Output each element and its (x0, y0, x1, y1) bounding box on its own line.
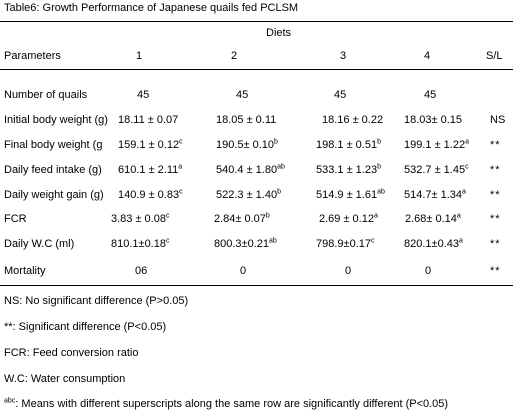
row-parameter: Final body weight (g (4, 139, 103, 151)
diet-2-value: 522.3 ± 1.40b (216, 188, 281, 201)
diet-1-value: 06 (135, 265, 148, 277)
header-diet-1: 1 (136, 50, 143, 62)
footnote-wc: W.C: Water consumption (4, 373, 126, 385)
header-parameters: Parameters (4, 50, 61, 62)
significance-level: ** (490, 265, 501, 277)
diet-3-value: 18.16 ± 0.22 (322, 114, 384, 126)
diet-4-value: 514.7± 1.34a (404, 188, 466, 201)
header-diet-4: 4 (424, 50, 431, 62)
diet-2-value: 2.84± 0.07b (214, 212, 270, 225)
diet-4-value: 18.03± 0.15 (404, 114, 463, 126)
header-diet-2: 2 (231, 50, 238, 62)
significance-level: ** (490, 238, 501, 250)
diet-1-value: 3.83 ± 0.08c (111, 212, 170, 225)
row-parameter: Daily W.C (ml) (4, 238, 75, 250)
row-parameter: Number of quails (4, 89, 88, 101)
diets-group-header: Diets (266, 27, 292, 39)
significance-level: ** (490, 189, 501, 201)
diet-2-value: 18.05 ± 0.11 (216, 114, 277, 126)
diet-4-value: 820.1±0.43a (404, 237, 463, 250)
row-parameter: Daily feed intake (g) (4, 164, 102, 176)
row-parameter: Initial body weight (g) (4, 114, 108, 126)
diet-4-value: 2.68± 0.14a (405, 212, 461, 225)
diet-3-value: 798.9±0.17c (316, 237, 375, 250)
diet-1-value: 610.1 ± 2.11a (118, 163, 183, 176)
significance-level: NS (490, 114, 506, 126)
footnote-fcr: FCR: Feed conversion ratio (4, 347, 139, 359)
header-sl: S/L (486, 50, 503, 62)
footnote-ns: NS: No significant difference (P>0.05) (4, 295, 189, 307)
diet-2-value: 0 (240, 265, 247, 277)
diet-4-value: 199.1 ± 1.22a (404, 138, 469, 151)
diet-3-value: 2.69 ± 0.12a (319, 212, 378, 225)
diet-2-value: 540.4 ± 1.80ab (216, 163, 285, 176)
diet-1-value: 159.1 ± 0.12c (118, 138, 183, 151)
diet-2-value: 45 (236, 89, 249, 101)
header-diet-3: 3 (340, 50, 347, 62)
diet-1-value: 140.9 ± 0.83c (118, 188, 183, 201)
diet-1-value: 810.1±0.18c (111, 237, 170, 250)
diet-2-value: 190.5± 0.10b (216, 138, 278, 151)
diet-1-value: 18.11 ± 0.07 (118, 114, 179, 126)
significance-level: ** (490, 139, 501, 151)
diet-3-value: 514.9 ± 1.61ab (316, 188, 385, 201)
footnote-significant: **: Significant difference (P<0.05) (4, 321, 167, 333)
significance-level: ** (490, 164, 501, 176)
diet-3-value: 198.1 ± 0.51b (316, 138, 381, 151)
table-caption: Table6: Growth Performance of Japanese q… (4, 2, 299, 14)
row-parameter: Mortality (4, 265, 46, 277)
table-header-rule (0, 69, 513, 70)
diet-4-value: 0 (425, 265, 432, 277)
table-top-rule (0, 21, 513, 22)
significance-level: ** (490, 213, 501, 225)
table-bottom-rule (0, 285, 513, 286)
diet-1-value: 45 (137, 89, 150, 101)
diet-2-value: 800.3±0.21ab (214, 237, 277, 250)
footnote-superscripts: abc: Means with different superscripts a… (4, 397, 449, 410)
row-parameter: FCR (4, 213, 27, 225)
diet-4-value: 532.7 ± 1.45c (404, 163, 469, 176)
row-parameter: Daily weight gain (g) (4, 189, 104, 201)
diet-3-value: 45 (334, 89, 347, 101)
diet-3-value: 533.1 ± 1.23b (316, 163, 381, 176)
diet-3-value: 0 (345, 265, 352, 277)
diet-4-value: 45 (424, 89, 437, 101)
